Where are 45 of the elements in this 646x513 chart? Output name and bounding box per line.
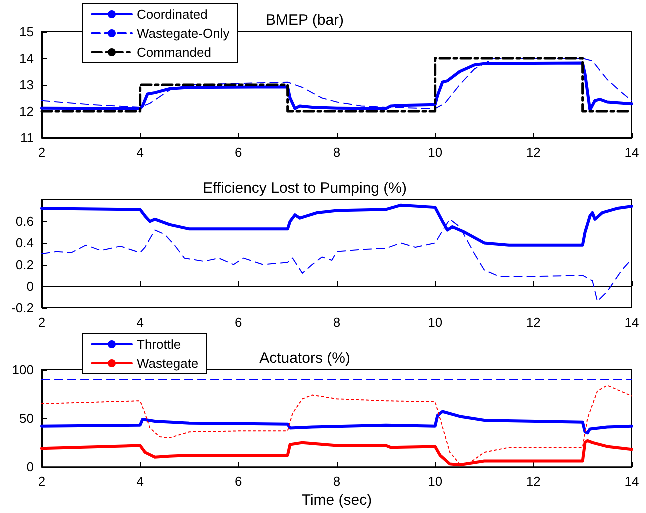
x-tick-label: 2 — [38, 145, 46, 160]
y-tick-label: 11 — [20, 130, 34, 146]
x-tick-label: 12 — [526, 315, 541, 330]
y-tick-label: 0.2 — [16, 257, 34, 272]
x-tick-label: 8 — [333, 474, 341, 490]
y-tick-label: 50 — [20, 411, 34, 426]
x-tick-label: 14 — [624, 315, 640, 330]
chart-title: BMEP (bar) — [266, 12, 344, 29]
x-tick-label: 8 — [333, 315, 341, 330]
x-tick-label: 2 — [38, 315, 46, 330]
x-tick-label: 6 — [235, 145, 242, 160]
y-tick-label: 0.6 — [16, 214, 34, 230]
x-axis-title: Time (sec) — [302, 492, 372, 509]
y-tick-label: 15 — [20, 24, 34, 40]
y-tick-label: 0 — [26, 278, 34, 294]
legend-label: Throttle — [137, 337, 182, 352]
x-tick-label: 12 — [526, 474, 541, 490]
y-tick-label: 14 — [20, 51, 34, 66]
line-series — [40, 410, 634, 435]
x-tick-label: 10 — [428, 474, 443, 490]
x-tick-label: 6 — [235, 474, 242, 490]
x-tick-label: 10 — [428, 315, 443, 330]
x-tick-label: 14 — [624, 474, 640, 490]
x-tick-label: 2 — [38, 474, 46, 490]
y-tick-label: 13 — [20, 78, 34, 92]
legend-label: Coordinated — [137, 7, 208, 22]
y-tick-label: 12 — [20, 104, 34, 119]
x-tick-label: 6 — [235, 315, 242, 330]
x-tick-label: 8 — [333, 145, 341, 160]
x-tick-label: 4 — [136, 315, 144, 330]
y-tick-label: 0.4 — [16, 236, 34, 251]
y-tick-label: 100 — [12, 362, 34, 378]
legend-label: Wastegate-Only — [137, 26, 230, 41]
x-tick-label: 4 — [136, 145, 144, 160]
y-tick-label: -0.2 — [12, 300, 34, 316]
x-tick-label: 14 — [624, 145, 640, 160]
x-tick-label: 12 — [526, 145, 541, 160]
x-tick-label: 4 — [136, 474, 144, 490]
chart-title: Efficiency Lost to Pumping (%) — [203, 180, 407, 197]
legend-label: Wastegate — [137, 356, 199, 371]
line-series — [42, 385, 632, 465]
chart-title: Actuators (%) — [260, 350, 350, 367]
x-tick-label: 10 — [428, 145, 443, 160]
legend-label: Commanded — [137, 45, 212, 60]
y-tick-label: 0 — [26, 460, 34, 475]
